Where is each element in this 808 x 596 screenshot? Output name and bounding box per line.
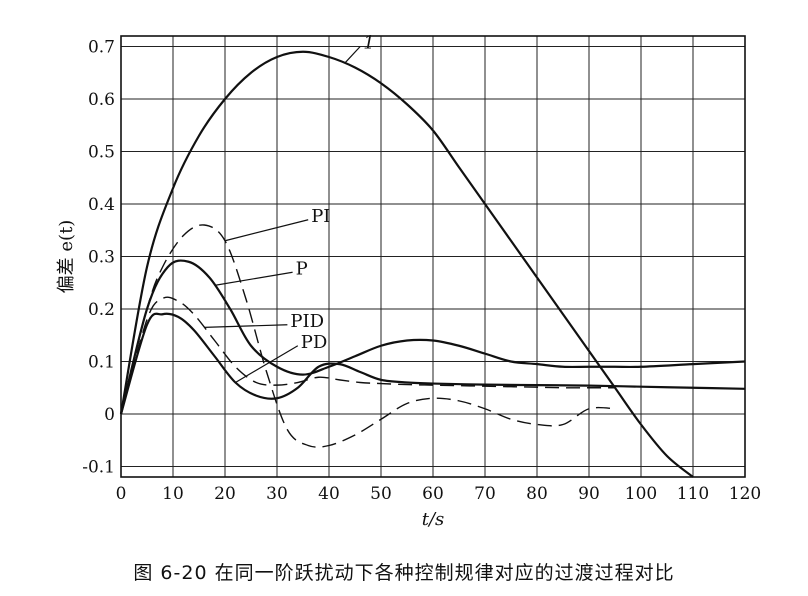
x-tick-label: 100: [625, 484, 657, 504]
figure-caption: 图 6-20 在同一阶跃扰动下各种控制规律对应的过渡过程对比: [133, 562, 675, 584]
x-tick-label: 110: [677, 484, 709, 504]
annotation-label: 1: [363, 33, 374, 54]
x-tick-label: 20: [214, 484, 236, 504]
annotation-leader: [235, 345, 299, 384]
y-tick-label: 0.2: [88, 300, 115, 320]
plot-frame: [120, 35, 746, 478]
series-line-1: [119, 50, 694, 478]
annotation-label: PID: [290, 311, 324, 332]
x-tick-label: 70: [474, 484, 496, 504]
x-tick-label: 120: [729, 484, 761, 504]
annotation-label: P: [296, 258, 308, 279]
annotation-label: PI: [311, 206, 330, 227]
series-line-pi: [120, 224, 616, 448]
series-line-p: [119, 259, 746, 415]
x-axis-label: t/s: [422, 509, 445, 530]
series-line-pid: [120, 296, 615, 415]
y-tick-label: 0.1: [88, 353, 115, 373]
y-tick-labels: -0.1 0 0.1 0.2 0.3 0.4 0.5 0.6 0.7: [82, 38, 115, 478]
y-axis-label: 偏差 e(t): [56, 220, 77, 294]
annotation-label: PD: [301, 332, 328, 353]
y-tick-label: 0.3: [88, 248, 115, 268]
y-tick-label: 0.7: [88, 38, 115, 58]
x-tick-label: 60: [422, 484, 444, 504]
y-tick-label: 0.5: [88, 143, 115, 163]
x-tick-label: 90: [578, 484, 600, 504]
series-lines: [119, 50, 746, 478]
x-tick-label: 10: [162, 484, 184, 504]
annotation-leader: [224, 219, 309, 242]
x-tick-label: 50: [370, 484, 392, 504]
y-tick-label: 0: [104, 405, 115, 425]
x-tick-label: 30: [266, 484, 288, 504]
x-tick-label: 0: [116, 484, 127, 504]
x-tick-label: 80: [526, 484, 548, 504]
x-tick-label: 40: [318, 484, 340, 504]
annotation-leader: [204, 324, 288, 328]
y-tick-label: -0.1: [82, 458, 115, 478]
grid: [120, 36, 746, 477]
x-tick-labels: 0 10 20 30 40 50 60 70 80 90 100 110 120: [116, 484, 762, 504]
annotation-leader: [214, 271, 293, 286]
series-line-pd: [119, 312, 746, 415]
annotation-leader: [344, 46, 361, 64]
y-tick-label: 0.4: [88, 195, 115, 215]
y-tick-label: 0.6: [88, 90, 115, 110]
